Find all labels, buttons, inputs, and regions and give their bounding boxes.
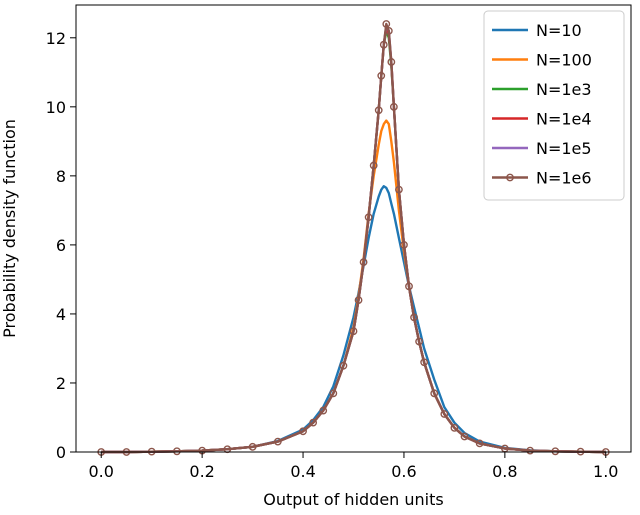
data-point (354, 296, 363, 305)
data-point (173, 447, 181, 456)
x-tick-label: 0.8 (492, 462, 517, 481)
data-point (377, 71, 386, 80)
data-point (395, 185, 403, 194)
data-point (382, 20, 391, 28)
y-axis: 0 2 4 6 8 10 12 (46, 29, 76, 462)
data-point (319, 406, 328, 415)
legend-box (483, 10, 625, 201)
legend-marker (506, 173, 514, 182)
data-point (329, 389, 338, 398)
legend-label: N=10 (536, 21, 582, 40)
legend-label: N=1e4 (536, 110, 592, 129)
data-point (430, 389, 439, 398)
legend-label: N=100 (536, 51, 592, 70)
x-tick-label: 0.6 (391, 462, 416, 481)
data-point (248, 442, 257, 451)
x-axis-label: Output of hidden units (263, 490, 443, 509)
data-point (410, 313, 418, 322)
data-point (369, 161, 378, 170)
x-tick-label: 0.0 (89, 462, 114, 481)
series-line-n-1e6 (101, 22, 606, 454)
legend-label: N=1e3 (536, 80, 592, 99)
data-point (526, 446, 534, 455)
data-point (387, 58, 396, 66)
data-point (339, 361, 348, 370)
data-point (450, 423, 459, 432)
x-tick-label: 0.2 (189, 462, 214, 481)
y-tick-label: 6 (56, 236, 66, 255)
data-point (379, 40, 388, 49)
data-point (273, 437, 282, 446)
data-point (389, 102, 398, 111)
y-tick-label: 12 (46, 29, 66, 48)
data-point (299, 427, 307, 436)
y-axis-label: Probability density function (0, 119, 19, 338)
data-point (364, 213, 373, 222)
data-point (551, 447, 560, 456)
legend-label: N=1e5 (536, 139, 592, 158)
data-point (415, 337, 423, 346)
data-point (400, 240, 408, 249)
y-tick-label: 2 (56, 374, 66, 393)
data-point (420, 358, 429, 367)
y-tick-label: 10 (46, 98, 66, 117)
data-point (405, 282, 413, 291)
data-point (460, 432, 469, 441)
x-tick-label: 0.4 (290, 462, 315, 481)
y-tick-label: 4 (56, 305, 66, 324)
series-layer (97, 20, 610, 456)
data-point (384, 26, 393, 35)
x-axis: 0.0 0.2 0.4 0.6 0.8 1.0 (89, 452, 618, 481)
legend-label: N=1e6 (536, 169, 592, 188)
data-point (374, 106, 383, 115)
data-point (475, 439, 484, 448)
y-tick-label: 0 (56, 443, 66, 462)
data-point (359, 258, 368, 267)
data-point (440, 410, 449, 418)
x-tick-label: 1.0 (593, 462, 618, 481)
data-point (309, 418, 318, 427)
legend: N=10 N=100 N=1e3 N=1e4 N=1e5 N=1e6 (483, 10, 625, 201)
series-line-n-10 (101, 184, 606, 454)
axes-frame (75, 4, 632, 453)
data-point (349, 327, 358, 336)
y-tick-label: 8 (56, 167, 66, 186)
